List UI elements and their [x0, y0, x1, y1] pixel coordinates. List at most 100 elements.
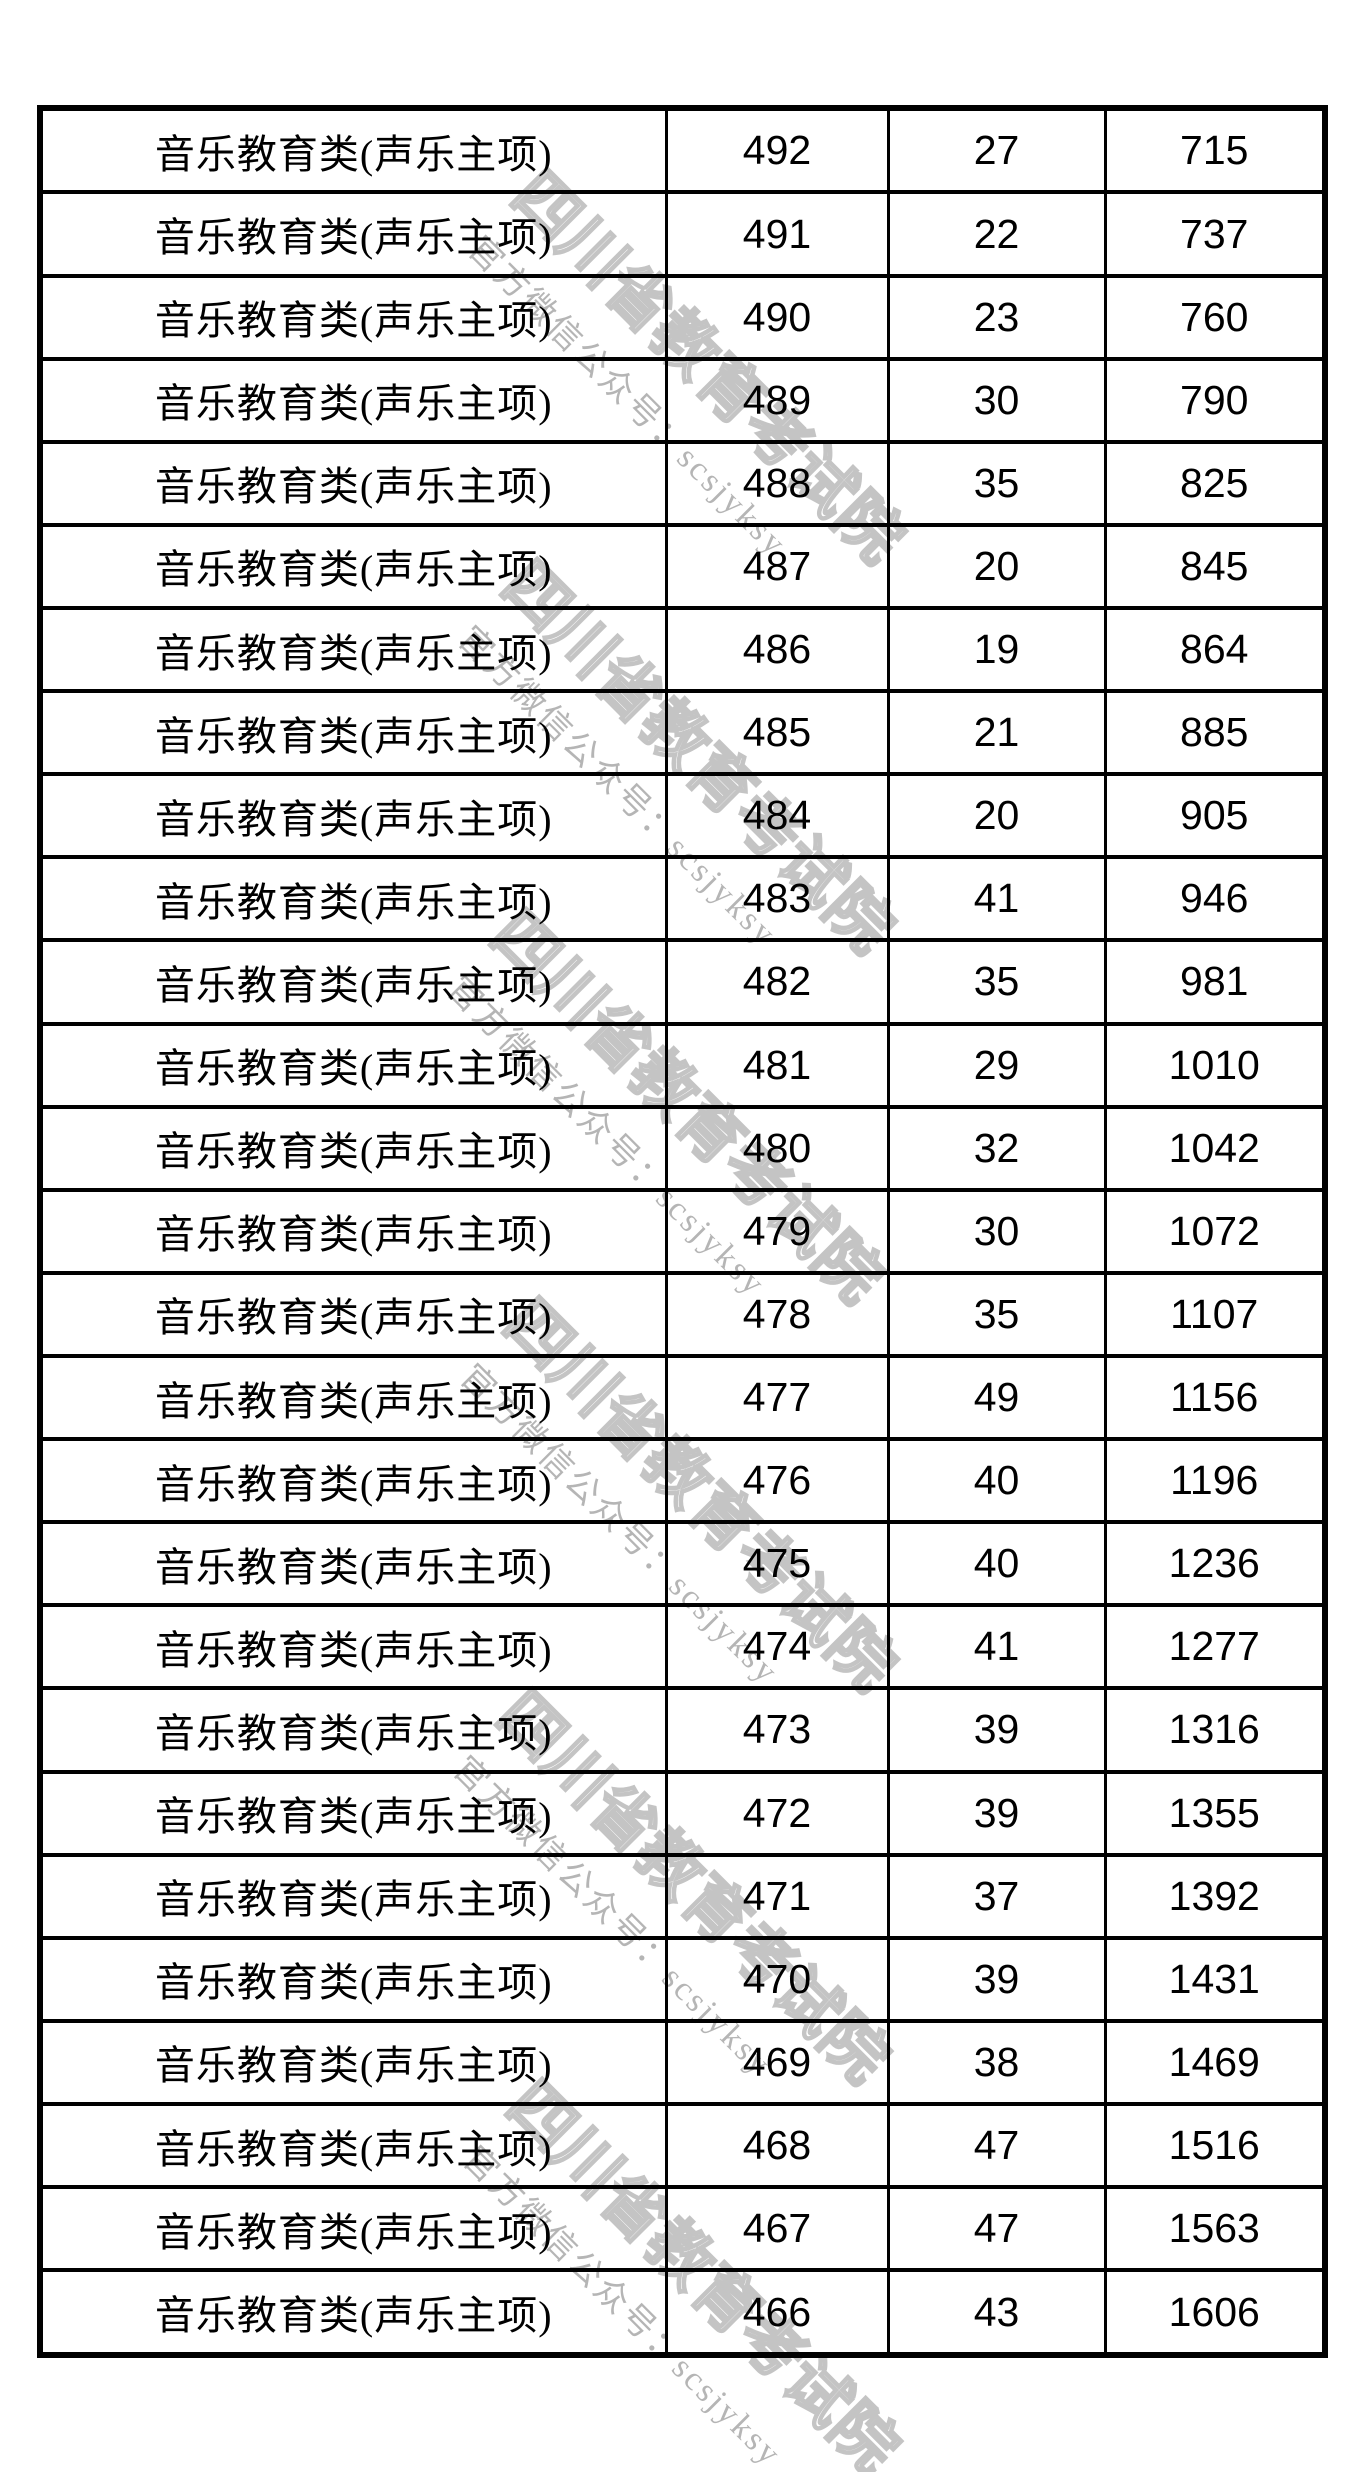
category-cell: 音乐教育类(声乐主项) [38, 2018, 668, 2106]
count-cell: 30 [886, 356, 1107, 444]
score-cell: 483 [664, 855, 890, 943]
table-row: 音乐教育类(声乐主项) 485 21 885 [38, 689, 1327, 777]
cumulative-cell: 737 [1103, 190, 1327, 278]
category-cell: 音乐教育类(声乐主项) [38, 1270, 668, 1358]
category-cell: 音乐教育类(声乐主项) [38, 356, 668, 444]
score-cell: 469 [664, 2018, 890, 2106]
category-cell: 音乐教育类(声乐主项) [38, 1686, 668, 1774]
category-cell: 音乐教育类(声乐主项) [38, 605, 668, 694]
count-cell: 35 [886, 439, 1107, 527]
count-cell: 40 [886, 1437, 1107, 1525]
table-row: 音乐教育类(声乐主项) 468 47 1516 [38, 2101, 1327, 2190]
category-cell: 音乐教育类(声乐主项) [38, 105, 668, 195]
count-cell: 21 [886, 689, 1107, 777]
score-cell: 484 [664, 772, 890, 860]
category-cell: 音乐教育类(声乐主项) [38, 772, 668, 860]
table-row: 音乐教育类(声乐主项) 475 40 1236 [38, 1520, 1327, 1608]
cumulative-cell: 1072 [1103, 1187, 1327, 1275]
count-cell: 39 [886, 1935, 1107, 2023]
table-row: 音乐教育类(声乐主项) 471 37 1392 [38, 1852, 1327, 1940]
count-cell: 23 [886, 273, 1107, 361]
cumulative-cell: 1355 [1103, 1769, 1327, 1857]
score-cell: 466 [664, 2268, 890, 2357]
category-cell: 音乐教育类(声乐主项) [38, 273, 668, 361]
category-cell: 音乐教育类(声乐主项) [38, 689, 668, 777]
count-cell: 49 [886, 1353, 1107, 1442]
category-cell: 音乐教育类(声乐主项) [38, 439, 668, 527]
category-cell: 音乐教育类(声乐主项) [38, 1437, 668, 1525]
count-cell: 47 [886, 2185, 1107, 2273]
table-row: 音乐教育类(声乐主项) 467 47 1563 [38, 2185, 1327, 2273]
score-cell: 492 [664, 105, 890, 195]
count-cell: 39 [886, 1686, 1107, 1774]
table-row: 音乐教育类(声乐主项) 487 20 845 [38, 522, 1327, 611]
cumulative-cell: 981 [1103, 938, 1327, 1026]
category-cell: 音乐教育类(声乐主项) [38, 938, 668, 1026]
category-cell: 音乐教育类(声乐主项) [38, 1187, 668, 1275]
table-row: 音乐教育类(声乐主项) 490 23 760 [38, 273, 1327, 361]
cumulative-cell: 1277 [1103, 1603, 1327, 1691]
count-cell: 41 [886, 1603, 1107, 1691]
count-cell: 43 [886, 2268, 1107, 2357]
table-row: 音乐教育类(声乐主项) 473 39 1316 [38, 1686, 1327, 1774]
cumulative-cell: 905 [1103, 772, 1327, 860]
count-cell: 27 [886, 105, 1107, 195]
table-row: 音乐教育类(声乐主项) 483 41 946 [38, 855, 1327, 943]
category-cell: 音乐教育类(声乐主项) [38, 1104, 668, 1192]
table-row: 音乐教育类(声乐主项) 478 35 1107 [38, 1270, 1327, 1358]
score-cell: 481 [664, 1021, 890, 1109]
table-row: 音乐教育类(声乐主项) 470 39 1431 [38, 1935, 1327, 2023]
cumulative-cell: 1431 [1103, 1935, 1327, 2023]
score-cell: 475 [664, 1520, 890, 1608]
category-cell: 音乐教育类(声乐主项) [38, 1021, 668, 1109]
category-cell: 音乐教育类(声乐主项) [38, 1353, 668, 1442]
table-row: 音乐教育类(声乐主项) 491 22 737 [38, 190, 1327, 278]
category-cell: 音乐教育类(声乐主项) [38, 1852, 668, 1940]
count-cell: 35 [886, 1270, 1107, 1358]
count-cell: 37 [886, 1852, 1107, 1940]
table-row: 音乐教育类(声乐主项) 488 35 825 [38, 439, 1327, 527]
category-cell: 音乐教育类(声乐主项) [38, 522, 668, 611]
count-cell: 22 [886, 190, 1107, 278]
cumulative-cell: 1042 [1103, 1104, 1327, 1192]
count-cell: 38 [886, 2018, 1107, 2106]
cumulative-cell: 1107 [1103, 1270, 1327, 1358]
table-row: 音乐教育类(声乐主项) 469 38 1469 [38, 2018, 1327, 2106]
score-cell: 485 [664, 689, 890, 777]
table-row: 音乐教育类(声乐主项) 476 40 1196 [38, 1437, 1327, 1525]
cumulative-cell: 1392 [1103, 1852, 1327, 1940]
table-row: 音乐教育类(声乐主项) 474 41 1277 [38, 1603, 1327, 1691]
category-cell: 音乐教育类(声乐主项) [38, 1935, 668, 2023]
score-cell: 479 [664, 1187, 890, 1275]
count-cell: 20 [886, 772, 1107, 860]
count-cell: 29 [886, 1021, 1107, 1109]
cumulative-cell: 1156 [1103, 1353, 1327, 1442]
score-cell: 467 [664, 2185, 890, 2273]
score-cell: 476 [664, 1437, 890, 1525]
count-cell: 20 [886, 522, 1107, 611]
category-cell: 音乐教育类(声乐主项) [38, 1520, 668, 1608]
category-cell: 音乐教育类(声乐主项) [38, 2101, 668, 2190]
count-cell: 47 [886, 2101, 1107, 2190]
table-row: 音乐教育类(声乐主项) 489 30 790 [38, 356, 1327, 444]
score-cell: 487 [664, 522, 890, 611]
table-row: 音乐教育类(声乐主项) 480 32 1042 [38, 1104, 1327, 1192]
cumulative-cell: 825 [1103, 439, 1327, 527]
score-cell: 474 [664, 1603, 890, 1691]
score-cell: 488 [664, 439, 890, 527]
score-cell: 473 [664, 1686, 890, 1774]
table-row: 音乐教育类(声乐主项) 482 35 981 [38, 938, 1327, 1026]
cumulative-cell: 1606 [1103, 2268, 1327, 2357]
cumulative-cell: 1236 [1103, 1520, 1327, 1608]
table-row: 音乐教育类(声乐主项) 486 19 864 [38, 605, 1327, 694]
score-cell: 477 [664, 1353, 890, 1442]
table-row: 音乐教育类(声乐主项) 484 20 905 [38, 772, 1327, 860]
category-cell: 音乐教育类(声乐主项) [38, 1603, 668, 1691]
table-row: 音乐教育类(声乐主项) 479 30 1072 [38, 1187, 1327, 1275]
count-cell: 19 [886, 605, 1107, 694]
cumulative-cell: 715 [1103, 105, 1327, 195]
category-cell: 音乐教育类(声乐主项) [38, 2268, 668, 2357]
cumulative-cell: 790 [1103, 356, 1327, 444]
count-cell: 41 [886, 855, 1107, 943]
